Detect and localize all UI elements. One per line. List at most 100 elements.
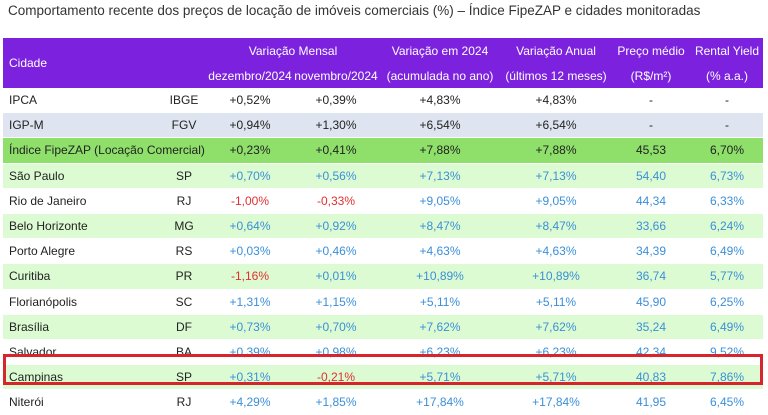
dez-cell: +0,64% — [207, 213, 293, 240]
source-cell: MG — [161, 213, 207, 240]
anual-cell: +7,13% — [501, 163, 611, 189]
city-cell: Salvador — [3, 339, 161, 366]
nov-cell: -0,33% — [293, 188, 379, 214]
table-row: Niterói RJ +4,29% +1,85% +17,84% +17,84%… — [3, 389, 763, 415]
source-cell: RJ — [161, 389, 207, 415]
table-row-campinas: Campinas SP +0,31% -0,21% +5,71% +5,71% … — [3, 364, 763, 391]
table-row: São Paulo SP +0,70% +0,56% +7,13% +7,13%… — [3, 163, 763, 189]
ano-cell: +6,23% — [379, 339, 501, 366]
anual-cell: +4,63% — [501, 238, 611, 265]
anual-cell: +9,05% — [501, 188, 611, 214]
source-cell: PR — [161, 263, 207, 290]
yield-cell: 6,25% — [691, 289, 763, 315]
header-cidade: Cidade — [3, 38, 161, 88]
dez-cell: +0,94% — [207, 112, 293, 139]
nov-cell: +0,39% — [293, 88, 379, 114]
ano-cell: +9,05% — [379, 188, 501, 214]
nov-cell: +1,30% — [293, 112, 379, 139]
table-row: Belo Horizonte MG +0,64% +0,92% +8,47% +… — [3, 213, 763, 240]
header-variacao-anual-sub: (últimos 12 meses) — [501, 64, 611, 88]
preco-cell: 42,34 — [611, 339, 691, 366]
ano-cell: +4,63% — [379, 238, 501, 265]
yield-cell: 7,86% — [691, 364, 763, 391]
nov-cell: +0,01% — [293, 263, 379, 290]
yield-cell: 6,70% — [691, 137, 763, 164]
city-cell: IGP-M — [3, 112, 161, 139]
table-row: Salvador BA +0,39% +0,98% +6,23% +6,23% … — [3, 339, 763, 366]
city-cell: Campinas — [3, 364, 161, 391]
header-variacao-2024: Variação em 2024 — [379, 38, 501, 64]
source-cell: SP — [161, 364, 207, 391]
yield-cell: 6,24% — [691, 213, 763, 240]
source-cell: DF — [161, 314, 207, 340]
ano-cell: +8,47% — [379, 213, 501, 240]
source-cell: RJ — [161, 188, 207, 214]
anual-cell: +6,54% — [501, 112, 611, 139]
table-row: IPCA IBGE +0,52% +0,39% +4,83% +4,83% - … — [3, 88, 763, 114]
dez-cell: +0,31% — [207, 364, 293, 391]
anual-cell: +8,47% — [501, 213, 611, 240]
yield-cell: - — [691, 112, 763, 139]
city-cell: Rio de Janeiro — [3, 188, 161, 214]
anual-cell: +7,88% — [501, 137, 611, 164]
nov-cell: +1,15% — [293, 289, 379, 315]
source-cell: IBGE — [161, 88, 207, 114]
anual-cell: +17,84% — [501, 389, 611, 415]
table-row: Porto Alegre RS +0,03% +0,46% +4,63% +4,… — [3, 238, 763, 265]
table-row: Rio de Janeiro RJ -1,00% -0,33% +9,05% +… — [3, 188, 763, 214]
yield-cell: - — [691, 88, 763, 114]
nov-cell: +0,56% — [293, 163, 379, 189]
source-cell: RS — [161, 238, 207, 265]
header-novembro: novembro/2024 — [293, 64, 379, 88]
preco-cell: - — [611, 88, 691, 114]
header-variacao-anual: Variação Anual — [501, 38, 611, 64]
yield-cell: 9,52% — [691, 339, 763, 366]
preco-cell: 45,53 — [611, 137, 691, 164]
preco-cell: 34,39 — [611, 238, 691, 265]
anual-cell: +4,83% — [501, 88, 611, 114]
preco-cell: 40,83 — [611, 364, 691, 391]
yield-cell: 6,33% — [691, 188, 763, 214]
yield-cell: 6,73% — [691, 163, 763, 189]
dez-cell: +0,70% — [207, 163, 293, 189]
preco-cell: - — [611, 112, 691, 139]
nov-cell: +0,98% — [293, 339, 379, 366]
preco-cell: 41,95 — [611, 389, 691, 415]
nov-cell: +0,41% — [293, 137, 379, 164]
anual-cell: +5,11% — [501, 289, 611, 315]
anual-cell: +10,89% — [501, 263, 611, 290]
anual-cell: +5,71% — [501, 364, 611, 391]
yield-cell: 6,45% — [691, 389, 763, 415]
table-row: IGP-M FGV +0,94% +1,30% +6,54% +6,54% - … — [3, 112, 763, 139]
preco-cell: 44,34 — [611, 188, 691, 214]
dez-cell: +0,03% — [207, 238, 293, 265]
dez-cell: +0,23% — [207, 137, 293, 164]
table-row-fipezap: Índice FipeZAP (Locação Comercial) +0,23… — [3, 137, 763, 164]
yield-cell: 5,77% — [691, 263, 763, 290]
city-cell: Índice FipeZAP (Locação Comercial) — [3, 137, 207, 164]
city-cell: Curitiba — [3, 263, 161, 290]
header-source — [161, 38, 207, 88]
dez-cell: +4,29% — [207, 389, 293, 415]
header-dezembro: dezembro/2024 — [207, 64, 293, 88]
header-variacao-2024-sub: (acumulada no ano) — [379, 64, 501, 88]
city-cell: Niterói — [3, 389, 161, 415]
table-row: Curitiba PR -1,16% +0,01% +10,89% +10,89… — [3, 263, 763, 290]
city-cell: IPCA — [3, 88, 161, 114]
ano-cell: +5,71% — [379, 364, 501, 391]
header-preco-medio: Preço médio — [611, 38, 691, 64]
preco-cell: 35,24 — [611, 314, 691, 340]
preco-cell: 54,40 — [611, 163, 691, 189]
city-cell: São Paulo — [3, 163, 161, 189]
header-preco-medio-sub: (R$/m²) — [611, 64, 691, 88]
city-cell: Porto Alegre — [3, 238, 161, 265]
city-cell: Florianópolis — [3, 289, 161, 315]
dez-cell: -1,00% — [207, 188, 293, 214]
city-cell: Belo Horizonte — [3, 213, 161, 240]
source-cell: BA — [161, 339, 207, 366]
nov-cell: +1,85% — [293, 389, 379, 415]
table-row: Florianópolis SC +1,31% +1,15% +5,11% +5… — [3, 289, 763, 315]
dez-cell: +1,31% — [207, 289, 293, 315]
page-title: Comportamento recente dos preços de loca… — [8, 3, 701, 18]
dez-cell: +0,39% — [207, 339, 293, 366]
